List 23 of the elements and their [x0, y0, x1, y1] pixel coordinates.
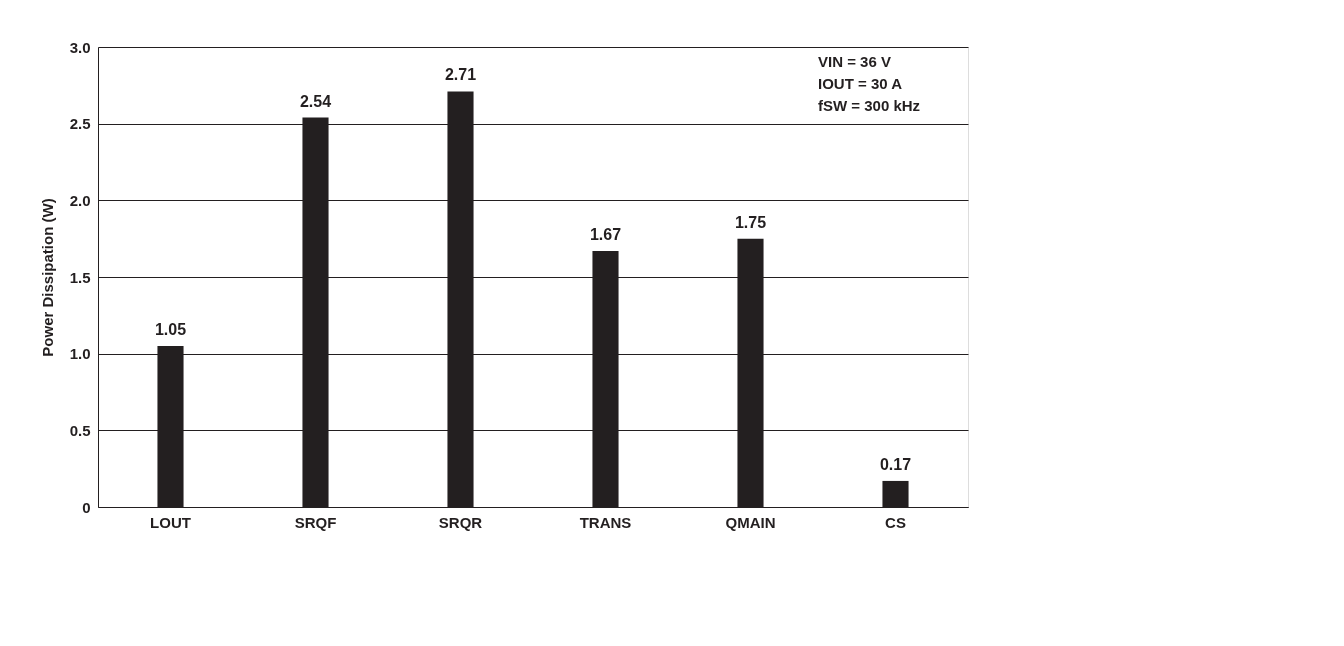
- y-tick-label: 1.0: [69, 345, 91, 363]
- x-tick-label: QMAIN: [725, 513, 776, 531]
- y-tick-label: 1.5: [69, 268, 91, 286]
- x-tick-label: CS: [885, 513, 906, 531]
- y-axis-title: Power Dissipation (W): [38, 198, 56, 357]
- y-tick-label: 2.5: [69, 115, 91, 133]
- annotation: VIN = 36 V: [818, 53, 891, 70]
- annotation: IOUT = 30 A: [818, 75, 903, 92]
- data-label: 1.67: [589, 225, 622, 243]
- x-tick-label: LOUT: [150, 513, 191, 531]
- y-tick-label: 0.5: [69, 421, 91, 439]
- data-label: 1.75: [734, 213, 767, 231]
- x-tick-label: SRQR: [438, 513, 483, 531]
- x-tick-label: SRQF: [294, 513, 337, 531]
- y-tick-label: 0: [82, 498, 91, 516]
- y-tick-label: 2.0: [69, 191, 91, 209]
- y-tick-label: 3.0: [69, 38, 91, 56]
- data-label: 0.17: [879, 455, 912, 473]
- x-tick-label: TRANS: [579, 513, 632, 531]
- data-label: 2.54: [299, 92, 332, 110]
- annotation: fSW = 300 kHz: [818, 97, 921, 114]
- data-label: 2.71: [444, 66, 477, 84]
- data-label: 1.05: [154, 321, 187, 338]
